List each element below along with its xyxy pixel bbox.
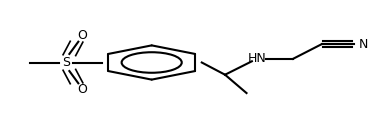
Text: HN: HN	[248, 52, 267, 65]
Text: S: S	[62, 56, 70, 69]
Text: O: O	[77, 29, 87, 42]
Text: O: O	[77, 83, 87, 96]
Text: N: N	[359, 38, 369, 51]
